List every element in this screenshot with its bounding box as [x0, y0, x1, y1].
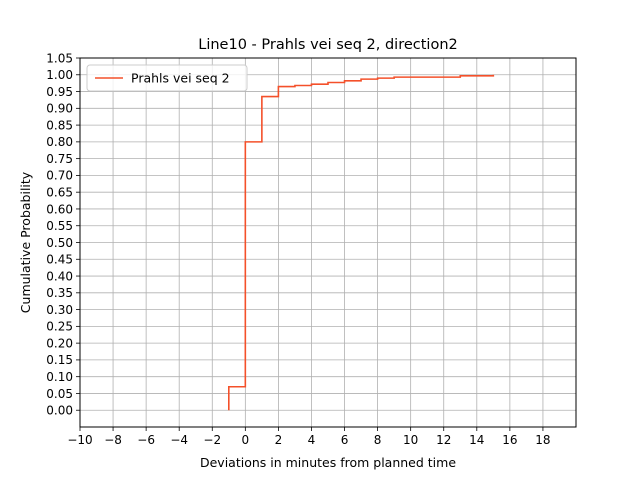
axis-ticks: −10 −8 −6 −4 −2 0 2 4 6 8 10 12 14 16 18 0.00 0.05 0.10 0.…: [46, 51, 550, 447]
y-tick-label: 0.25: [46, 320, 73, 334]
y-tick-label: 0.95: [46, 85, 73, 99]
x-tick-label: −10: [67, 433, 92, 447]
x-tick-label: −8: [104, 433, 122, 447]
x-tick-label: 8: [374, 433, 382, 447]
y-tick-label: 0.40: [46, 269, 73, 283]
y-tick-label: 0.10: [46, 370, 73, 384]
x-tick-label: 12: [436, 433, 451, 447]
y-tick-label: 0.60: [46, 202, 73, 216]
y-tick-label: 1.05: [46, 51, 73, 65]
x-tick-label: 6: [341, 433, 349, 447]
chart-title: Line10 - Prahls vei seq 2, direction2: [198, 37, 457, 53]
y-tick-label: 0.50: [46, 236, 73, 250]
y-tick-label: 0.20: [46, 336, 73, 350]
series-line: [228, 74, 495, 411]
x-tick-label: 18: [535, 433, 550, 447]
y-tick-label: 0.45: [46, 253, 73, 267]
x-tick-label: 10: [403, 433, 418, 447]
y-tick-label: 0.65: [46, 185, 73, 199]
x-tick-label: 4: [308, 433, 316, 447]
x-tick-label: −2: [203, 433, 221, 447]
x-tick-label: 14: [469, 433, 484, 447]
y-tick-label: 0.80: [46, 135, 73, 149]
x-tick-label: 2: [275, 433, 283, 447]
x-axis-title: Deviations in minutes from planned time: [200, 455, 456, 470]
y-tick-label: 0.85: [46, 118, 73, 132]
y-tick-label: 0.35: [46, 286, 73, 300]
x-tick-label: 16: [502, 433, 517, 447]
y-tick-label: 0.30: [46, 303, 73, 317]
x-tick-label: −6: [137, 433, 155, 447]
y-tick-label: 0.90: [46, 102, 73, 116]
legend: Prahls vei seq 2: [86, 64, 248, 92]
y-tick-label: 1.00: [46, 68, 73, 82]
y-tick-label: 0.55: [46, 219, 73, 233]
series-layer: [228, 74, 495, 411]
legend-label: Prahls vei seq 2: [131, 71, 230, 86]
y-tick-label: 0.75: [46, 152, 73, 166]
y-tick-label: 0.70: [46, 169, 73, 183]
y-tick-label: 0.05: [46, 387, 73, 401]
y-tick-label: 0.00: [46, 404, 73, 418]
legend-box: [86, 64, 248, 92]
x-tick-label: −4: [170, 433, 188, 447]
y-axis-title: Cumulative Probability: [18, 171, 33, 313]
y-tick-label: 0.15: [46, 353, 73, 367]
x-tick-label: 0: [242, 433, 250, 447]
